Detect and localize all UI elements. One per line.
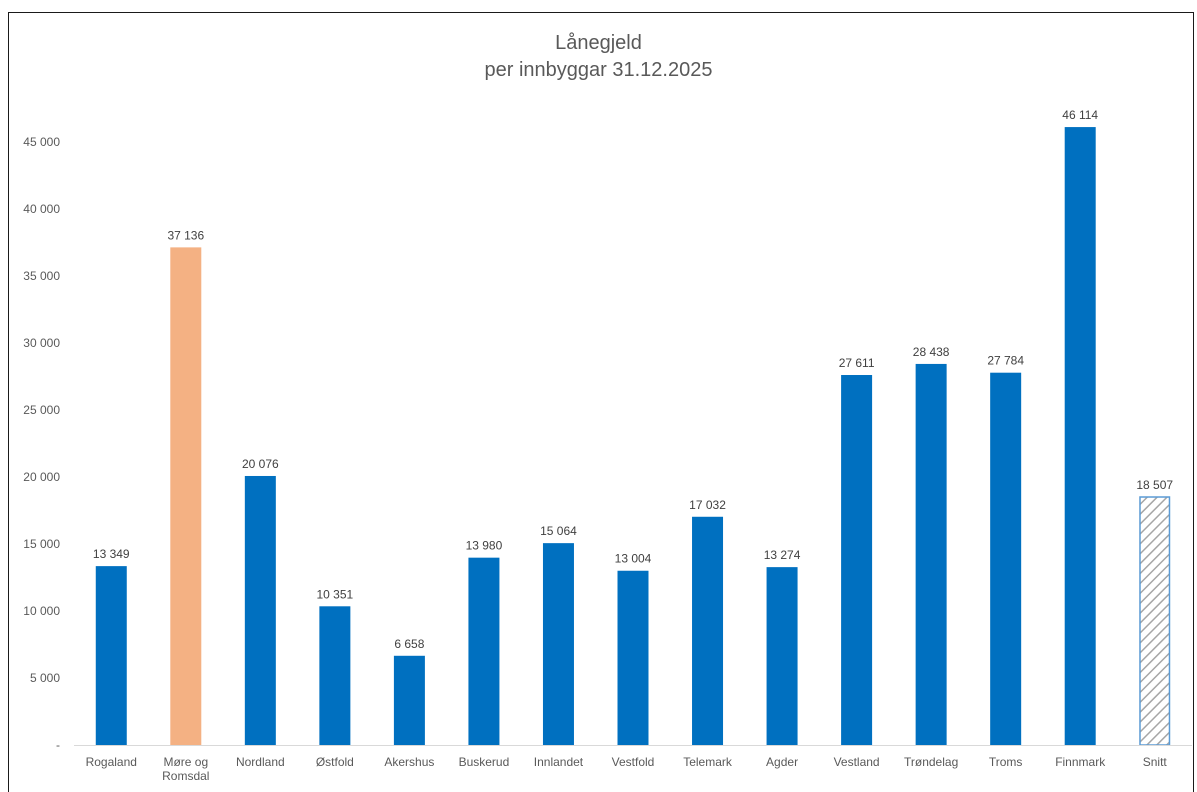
bar-østfold — [319, 606, 351, 745]
y-tick-label: 35 000 — [23, 269, 60, 283]
data-label: 13 004 — [615, 552, 652, 566]
bar-vestfold — [617, 570, 649, 745]
data-label: 13 274 — [764, 548, 801, 562]
bar-buskerud — [468, 557, 500, 745]
bar-snitt — [1139, 496, 1171, 746]
data-label: 18 507 — [1136, 478, 1173, 492]
y-axis: - 5 000 10 000 15 000 20 000 25 000 30 000 35 0… — [23, 135, 60, 752]
data-label: 46 114 — [1062, 108, 1098, 122]
bar-agder — [766, 567, 798, 745]
x-category-label: Nordland — [236, 755, 285, 769]
x-category-label: Akershus — [384, 755, 434, 769]
chart-title: Lånegjeld — [555, 32, 642, 54]
x-category-label: Trøndelag — [904, 755, 958, 769]
x-category-label: Rogaland — [86, 755, 137, 769]
x-category-label: Telemark — [683, 755, 733, 769]
data-label: 15 064 — [540, 524, 577, 538]
x-category-label: Troms — [989, 755, 1023, 769]
y-tick-label: 5 000 — [30, 671, 60, 685]
x-category-label: Snitt — [1143, 755, 1168, 769]
bar-vestland — [841, 375, 873, 745]
y-tick-label: 30 000 — [23, 336, 60, 350]
data-label: 37 136 — [167, 228, 204, 242]
y-tick-label: 15 000 — [23, 537, 60, 551]
chart-title-block: Lånegjeld per innbyggar 31.12.2025 — [0, 30, 1197, 84]
x-category-label: Innlandet — [534, 755, 584, 769]
data-label: 27 784 — [987, 354, 1024, 368]
bar-trøndelag — [915, 363, 947, 745]
data-label: 13 980 — [466, 539, 503, 553]
x-category-label: Finnmark — [1055, 755, 1106, 769]
bars: 13 349 37 136 20 076 10 351 6 658 13 980 15 06… — [93, 108, 1173, 746]
data-label: 28 438 — [913, 345, 950, 359]
data-label: 17 032 — [689, 498, 726, 512]
bar-rogaland — [95, 566, 127, 745]
x-category-label: Romsdal — [162, 769, 209, 783]
y-tick-label: 20 000 — [23, 470, 60, 484]
bar-akershus — [393, 655, 425, 745]
y-tick-label: 25 000 — [23, 403, 60, 417]
chart-frame — [8, 12, 1194, 792]
data-label: 20 076 — [242, 457, 279, 471]
y-tick-label: 45 000 — [23, 135, 60, 149]
bar-troms — [990, 372, 1022, 745]
x-category-label: Østfold — [316, 755, 354, 769]
y-tick-label: - — [56, 738, 60, 752]
data-label: 13 349 — [93, 547, 130, 561]
x-category-label: Vestland — [834, 755, 880, 769]
x-category-label: Vestfold — [612, 755, 655, 769]
bar-finnmark — [1064, 127, 1096, 746]
x-category-label: Møre og — [163, 755, 208, 769]
x-category-label: Buskerud — [459, 755, 510, 769]
x-category-label: Agder — [766, 755, 798, 769]
bar-møre-og-romsdal — [170, 247, 202, 745]
bar-nordland — [244, 475, 276, 745]
y-tick-label: 40 000 — [23, 202, 60, 216]
bar-telemark — [692, 516, 724, 745]
data-label: 10 351 — [317, 587, 354, 601]
bar-innlandet — [542, 543, 574, 745]
data-label: 6 658 — [394, 637, 424, 651]
y-tick-label: 10 000 — [23, 604, 60, 618]
data-label: 27 611 — [839, 356, 875, 370]
chart-subtitle: per innbyggar 31.12.2025 — [484, 59, 713, 81]
